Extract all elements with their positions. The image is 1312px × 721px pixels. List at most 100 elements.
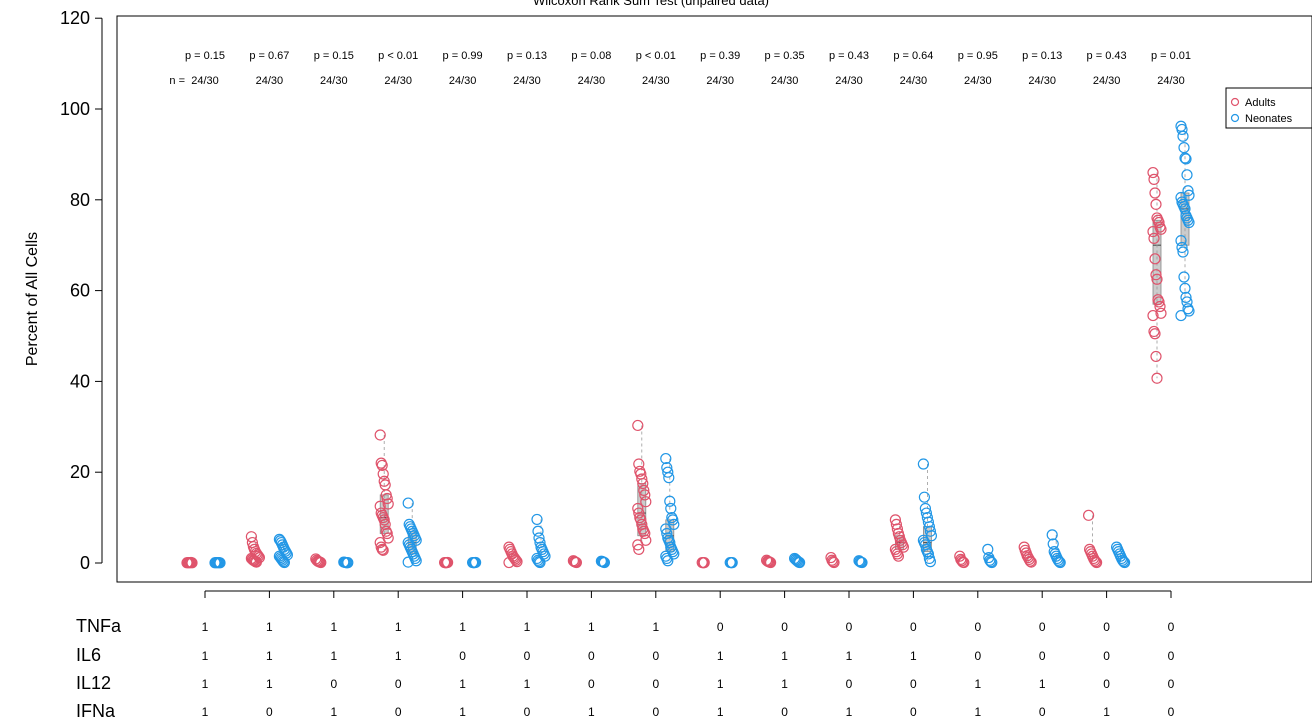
marker-cell: 0 <box>1103 677 1110 691</box>
marker-row-label: IL12 <box>76 673 111 693</box>
n-label: 24/30 <box>256 75 284 87</box>
marker-cell: 1 <box>717 649 724 663</box>
marker-row-label: TNFa <box>76 616 122 636</box>
point-adults <box>315 556 327 569</box>
p-value-label: p = 0.95 <box>958 50 998 62</box>
point-neonates <box>1178 141 1190 154</box>
point-neonates <box>853 555 865 567</box>
marker-cell: 0 <box>588 677 595 691</box>
marker-cell: 1 <box>459 620 466 634</box>
point-adults <box>632 419 644 432</box>
p-value-label: p = 0.15 <box>314 50 354 62</box>
point-adults <box>503 556 515 569</box>
point-neonates <box>984 554 996 566</box>
n-label: 24/30 <box>191 75 219 87</box>
marker-cell: 0 <box>652 677 659 691</box>
n-label: 24/30 <box>964 75 992 87</box>
point-neonates <box>922 548 935 560</box>
point-neonates <box>1181 169 1193 181</box>
point-adults <box>639 527 651 540</box>
point-adults <box>1155 307 1167 319</box>
point-neonates <box>533 556 545 568</box>
point-neonates <box>214 557 226 569</box>
marker-cell: 1 <box>459 705 466 719</box>
point-neonates <box>534 556 546 569</box>
point-adults <box>511 556 523 568</box>
plot-frame <box>116 15 1312 583</box>
p-value-annotations: n = p = 0.15 24/30 p = 0.67 24/30 p = 0.15 24/… <box>169 50 1191 87</box>
y-tick-label: 60 <box>70 281 90 301</box>
point-neonates <box>985 556 997 568</box>
n-label: 24/30 <box>1093 75 1121 87</box>
marker-cell: 1 <box>717 705 724 719</box>
point-neonates <box>924 556 937 568</box>
point-adults <box>186 557 198 569</box>
point-adults <box>633 543 645 555</box>
point-adults <box>1023 553 1035 565</box>
point-adults <box>1148 173 1160 185</box>
marker-cell: 1 <box>459 677 466 691</box>
point-adults <box>1150 269 1162 281</box>
marker-cell: 1 <box>1103 705 1110 719</box>
point-neonates <box>1179 282 1191 294</box>
x-axis <box>204 590 1172 598</box>
marker-row-label: IL6 <box>76 645 101 665</box>
marker-cell: 1 <box>652 620 659 634</box>
marker-cell: 0 <box>588 649 595 663</box>
marker-cell: 1 <box>202 705 209 719</box>
point-adults <box>442 556 454 569</box>
marker-cell: 1 <box>910 649 917 663</box>
point-neonates <box>1179 152 1191 164</box>
p-value-label: p < 0.01 <box>378 50 418 62</box>
point-adults <box>636 473 648 485</box>
point-adults <box>633 507 645 519</box>
point-adults <box>828 556 840 569</box>
point-neonates <box>726 557 738 569</box>
point-neonates <box>856 556 868 569</box>
n-label: 24/30 <box>706 75 734 87</box>
point-adults <box>1153 216 1165 229</box>
marker-cell: 1 <box>330 649 337 663</box>
point-neonates <box>1178 271 1190 283</box>
point-neonates <box>410 555 422 567</box>
marker-cell: 0 <box>1168 649 1175 663</box>
point-adults <box>377 544 389 556</box>
point-neonates <box>1118 556 1131 569</box>
legend-marker-adults <box>1230 97 1240 107</box>
point-neonates <box>1116 554 1129 566</box>
point-neonates <box>791 555 804 567</box>
marker-cell: 0 <box>1103 649 1110 663</box>
marker-cell: 0 <box>1103 620 1110 634</box>
marker-cell: 0 <box>781 705 788 719</box>
marker-cell: 1 <box>330 705 337 719</box>
marker-cell: 0 <box>910 677 917 691</box>
y-axis-label: Percent of All Cells <box>24 232 41 366</box>
marker-cell: 0 <box>266 705 273 719</box>
point-neonates <box>402 556 414 568</box>
marker-cell: 0 <box>781 620 788 634</box>
marker-cell: 0 <box>974 649 981 663</box>
box-layer <box>379 192 1190 555</box>
marker-cell: 0 <box>652 705 659 719</box>
point-neonates <box>532 554 544 566</box>
point-adults <box>376 543 388 555</box>
n-label: 24/30 <box>771 75 799 87</box>
p-value-label: p = 0.67 <box>249 50 289 62</box>
marker-cell: 1 <box>588 620 595 634</box>
point-neonates <box>1177 246 1189 258</box>
point-adults <box>1149 328 1161 340</box>
point-adults <box>509 553 521 565</box>
point-adults <box>955 553 967 565</box>
marker-cell: 1 <box>781 677 788 691</box>
n-label: 24/30 <box>513 75 541 87</box>
marker-cell: 1 <box>846 705 853 719</box>
marker-cell: 1 <box>202 620 209 634</box>
point-neonates <box>1052 554 1064 566</box>
marker-cell: 0 <box>524 649 531 663</box>
point-neonates <box>1180 291 1192 304</box>
point-adults <box>1090 556 1103 569</box>
marker-cell: 1 <box>395 620 402 634</box>
point-adults <box>381 527 393 540</box>
point-neonates <box>662 466 674 478</box>
